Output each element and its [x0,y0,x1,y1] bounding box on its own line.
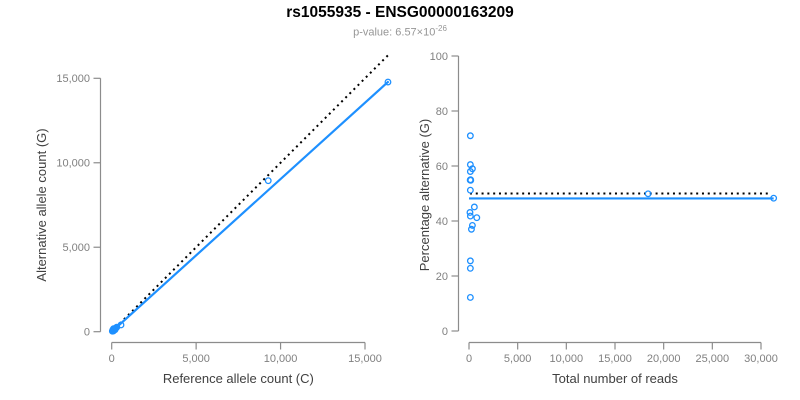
x-tick-label: 0 [466,353,472,365]
y-tick-label: 0 [84,327,90,339]
x-tick-label: 15,000 [348,353,382,365]
x-axis-title: Reference allele count (C) [163,371,314,386]
y-tick-label: 40 [436,216,448,228]
data-point [466,294,474,301]
x-tick-label: 20,000 [647,353,681,365]
data-point [466,264,474,272]
data-point [117,321,125,329]
y-tick-label: 10,000 [56,158,90,170]
y-tick-label: 80 [436,106,448,118]
y-tick-label: 15,000 [56,73,90,85]
p-value-subtitle: p-value: 6.57×10-26 [0,24,800,39]
data-point [466,132,474,140]
data-point [466,257,474,265]
data-point [264,177,272,185]
data-point [467,225,475,233]
x-tick-label: 25,000 [696,353,730,365]
x-tick-label: 5,000 [504,353,532,365]
percentage-alternative-scatter: 0 20 40 60 80 100 0 5,000 10,000 15,000 20,000 25,0… [417,51,778,386]
identity-dotted-line [110,52,392,333]
data-point [384,78,392,86]
data-point [470,203,478,211]
x-tick-label: 5,000 [182,353,210,365]
data-point [466,186,474,194]
data-point [468,221,476,229]
x-tick-label: 15,000 [598,353,632,365]
data-point [111,326,119,334]
y-tick-label: 60 [436,161,448,173]
figure-title: rs1055935 - ENSG00000163209 [286,4,514,21]
y-tick-label: 20 [436,271,448,283]
p-value-text: p-value: 6.57×10 [353,26,436,39]
x-tick-label: 30,000 [744,353,778,365]
data-point [770,194,778,202]
y-axis-title: Percentage alternative (G) [417,119,432,271]
y-tick-label: 100 [430,51,448,63]
p-value-exponent: -26 [435,24,447,33]
y-tick-label: 5,000 [62,242,90,254]
x-tick-label: 0 [109,353,115,365]
data-point [466,209,474,216]
x-tick-label: 10,000 [550,353,584,365]
x-axis-title: Total number of reads [552,371,678,386]
data-point [466,212,474,220]
y-tick-label: 0 [442,326,448,338]
x-tick-label: 10,000 [264,353,298,365]
data-point [467,176,475,184]
y-axis-title: Alternative allele count (G) [34,128,49,281]
data-point [473,214,481,222]
allele-count-scatter: 0 5,000 10,000 15,000 0 5,000 10,000 15,000 Refe… [34,52,392,386]
data-point [644,190,652,198]
fit-line [110,80,390,333]
data-point [466,168,474,175]
